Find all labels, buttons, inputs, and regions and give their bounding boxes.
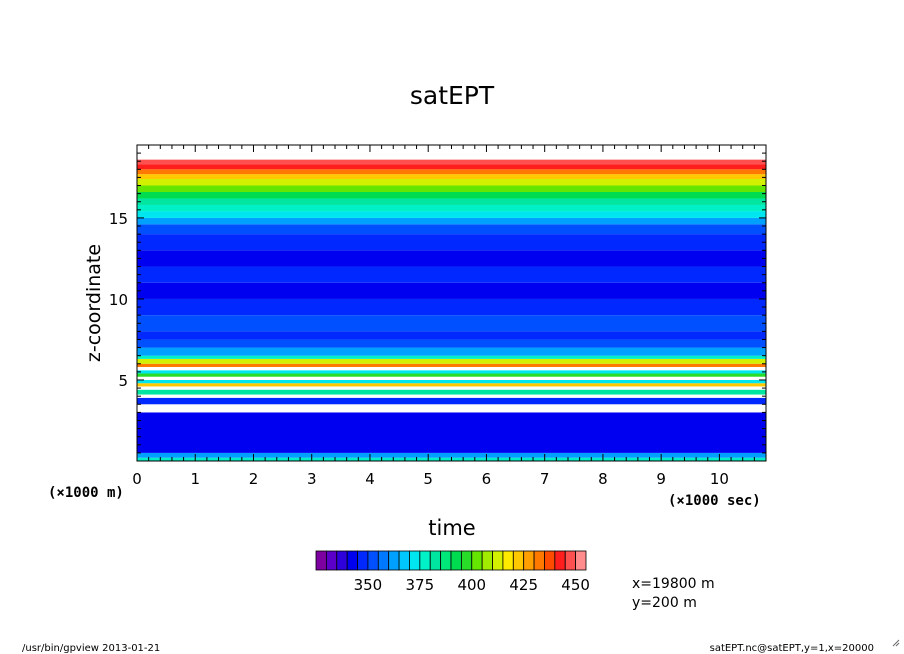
resize-grip-icon bbox=[892, 639, 900, 647]
x-tick-label: 3 bbox=[307, 470, 317, 488]
x-axis: 0 1 2 3 4 5 6 7 8 9 10 bbox=[132, 145, 767, 488]
heatmap-band-19 bbox=[137, 331, 766, 340]
colorbar-swatch bbox=[460, 550, 473, 571]
heatmap-band-4 bbox=[137, 397, 766, 405]
heatmap-band-7 bbox=[137, 386, 766, 390]
colorbar-swatch bbox=[325, 550, 338, 571]
y-axis-multiplier: (×1000 m) bbox=[48, 485, 124, 501]
x-tick-label: 2 bbox=[249, 470, 259, 488]
colorbar-tick-label: 350 bbox=[354, 576, 383, 594]
colorbar-labels: 350 375 400 425 450 bbox=[354, 576, 590, 594]
colorbar-swatch bbox=[502, 550, 514, 571]
x-tick-label: 0 bbox=[132, 470, 142, 488]
colorbar-swatch bbox=[409, 550, 421, 571]
x-tick-label: 1 bbox=[190, 470, 200, 488]
x-axis-multiplier: (×1000 sec) bbox=[668, 493, 761, 509]
heatmap-band-26 bbox=[137, 224, 766, 235]
colorbar-swatch bbox=[357, 550, 369, 571]
colorbar-swatch bbox=[554, 550, 566, 571]
heatmap-band-6 bbox=[137, 389, 766, 395]
colorbar-tick-label: 400 bbox=[457, 576, 486, 594]
heatmap-band-37 bbox=[137, 159, 766, 165]
colorbar bbox=[315, 550, 587, 571]
heatmap-band-5 bbox=[137, 394, 766, 398]
heatmap-band-31 bbox=[137, 191, 766, 199]
y-tick-label: 5 bbox=[118, 372, 128, 390]
colorbar-tick-label: 375 bbox=[406, 576, 435, 594]
heatmap-band-33 bbox=[137, 179, 766, 186]
heatmap-band-17 bbox=[137, 347, 766, 356]
y-axis: 5 10 15 bbox=[109, 144, 766, 462]
heatmap-band-29 bbox=[137, 204, 766, 212]
colorbar-swatch bbox=[575, 550, 587, 571]
heatmap-band-11 bbox=[137, 373, 766, 377]
heatmap-band-32 bbox=[137, 185, 766, 192]
colorbar-swatch bbox=[481, 550, 493, 571]
heatmap-band-38 bbox=[137, 154, 766, 160]
heatmap-band-8 bbox=[137, 383, 766, 387]
heatmap-band-18 bbox=[137, 339, 766, 348]
heatmap-band-28 bbox=[137, 211, 766, 218]
colorbar-swatch bbox=[564, 550, 577, 571]
x-tick-label: 7 bbox=[540, 470, 550, 488]
heatmap-band-27 bbox=[137, 217, 766, 225]
colorbar-swatch bbox=[471, 550, 483, 571]
colorbar-swatch bbox=[367, 550, 379, 571]
heatmap-band-30 bbox=[137, 198, 766, 205]
x-tick-label: 9 bbox=[656, 470, 666, 488]
y-tick-label: 10 bbox=[109, 291, 128, 309]
y-tick-label: 15 bbox=[109, 210, 128, 228]
footer-left: /usr/bin/gpview 2013-01-21 bbox=[22, 643, 160, 654]
heatmap-band-20 bbox=[137, 315, 766, 332]
colorbar-swatch bbox=[492, 550, 504, 571]
heatmap-band-23 bbox=[137, 266, 766, 283]
colorbar-swatch bbox=[429, 550, 442, 571]
chart-title: satEPT bbox=[410, 81, 495, 110]
heatmap-band-10 bbox=[137, 376, 766, 380]
plot-area bbox=[137, 154, 766, 461]
heatmap-band-3 bbox=[137, 404, 766, 413]
footer-right: satEPT.nc@satEPT,y=1,x=20000 bbox=[710, 643, 874, 654]
colorbar-tick-label: 425 bbox=[509, 576, 538, 594]
colorbar-swatch bbox=[419, 550, 431, 571]
y-coordinate-info: y=200 m bbox=[632, 595, 697, 611]
x-tick-label: 6 bbox=[482, 470, 492, 488]
x-tick-label: 4 bbox=[365, 470, 375, 488]
y-axis-label: z-coordinate bbox=[83, 244, 105, 362]
heatmap-band-15 bbox=[137, 358, 766, 364]
colorbar-swatch bbox=[346, 550, 358, 571]
heatmap-band-12 bbox=[137, 370, 766, 374]
x-tick-label: 5 bbox=[423, 470, 433, 488]
heatmap-band-24 bbox=[137, 250, 766, 267]
heatmap-band-34 bbox=[137, 174, 766, 180]
x-tick-label: 10 bbox=[710, 470, 729, 488]
colorbar-swatch bbox=[512, 550, 525, 571]
heatmap-band-35 bbox=[137, 169, 766, 175]
colorbar-swatch bbox=[398, 550, 410, 571]
heatmap-band-22 bbox=[137, 282, 766, 299]
x-axis-label: time bbox=[428, 516, 475, 540]
colorbar-swatch bbox=[336, 550, 348, 571]
heatmap-band-1 bbox=[137, 452, 766, 458]
x-coordinate-info: x=19800 m bbox=[632, 576, 715, 592]
heatmap-band-13 bbox=[137, 367, 766, 371]
x-tick-label: 8 bbox=[598, 470, 608, 488]
heatmap-band-2 bbox=[137, 412, 766, 453]
colorbar-swatch bbox=[440, 550, 452, 571]
colorbar-tick-label: 450 bbox=[561, 576, 590, 594]
heatmap-band-36 bbox=[137, 164, 766, 170]
colorbar-swatch bbox=[544, 550, 556, 571]
colorbar-swatch bbox=[377, 550, 390, 571]
colorbar-swatch bbox=[388, 550, 400, 571]
heatmap-band-14 bbox=[137, 363, 766, 368]
heatmap-band-25 bbox=[137, 234, 766, 251]
colorbar-swatch bbox=[315, 550, 327, 571]
colorbar-swatch bbox=[450, 550, 462, 571]
heatmap-band-9 bbox=[137, 379, 766, 384]
heatmap-band-16 bbox=[137, 355, 766, 359]
colorbar-swatch bbox=[523, 550, 535, 571]
heatmap-band-21 bbox=[137, 298, 766, 316]
colorbar-swatch bbox=[533, 550, 545, 571]
